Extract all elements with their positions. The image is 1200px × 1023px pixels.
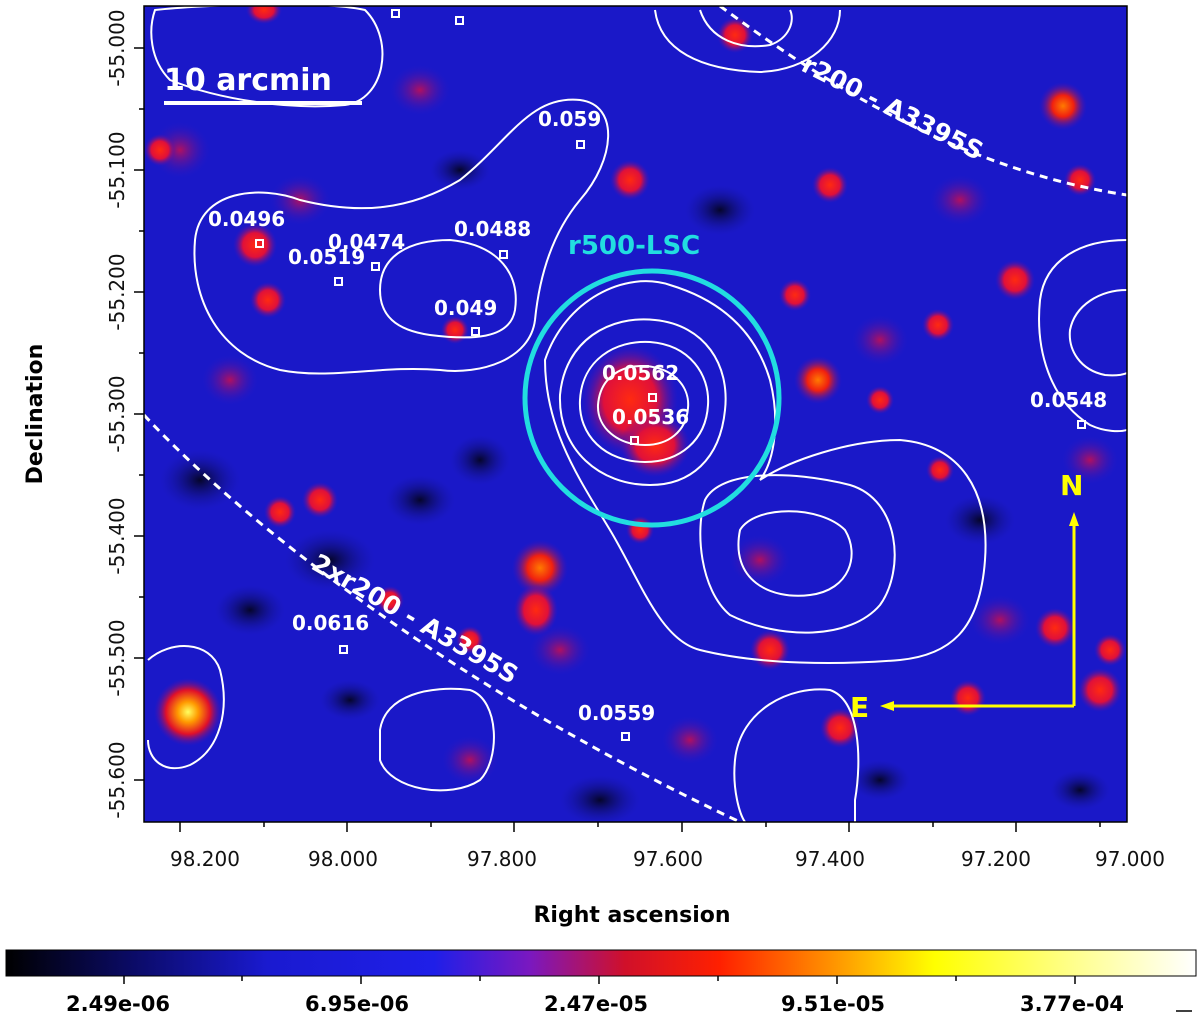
x-tick-label: 97.800 [467, 847, 537, 871]
x-tick-label: 97.200 [961, 847, 1031, 871]
r200x2-arc [144, 413, 741, 822]
x-tick-label: 97.000 [1095, 847, 1165, 871]
redshift-label: 0.0474 [328, 230, 405, 254]
redshift-label: 0.0559 [578, 701, 655, 725]
x-tick-label: 98.200 [170, 847, 240, 871]
east-label: E [850, 691, 869, 724]
x-tick-label: 97.600 [633, 847, 703, 871]
x-axis-title: Right ascension [533, 903, 730, 928]
redshift-label: 0.0488 [454, 217, 531, 241]
redshift-label: 0.0519 [288, 245, 365, 269]
redshift-label: 0.0562 [602, 361, 679, 385]
scale-bar-label: 10 arcmin [164, 63, 332, 98]
compass [880, 512, 1079, 711]
x-tick-label: 98.000 [308, 847, 378, 871]
redshift-label: 0.049 [434, 296, 497, 320]
r200-arc [719, 6, 1127, 197]
redshift-labels: 0.059 0.0496 0.0474 0.0488 0.0519 0.049 … [208, 107, 1107, 725]
sky-image: 0.059 0.0496 0.0474 0.0488 0.0519 0.049 … [144, 6, 1127, 822]
redshift-label: 0.0548 [1030, 388, 1107, 412]
colorbar-label: 6.95e-06 [305, 992, 409, 1016]
y-tick-label: -55.400 [105, 497, 129, 574]
north-label: N [1060, 469, 1083, 502]
r500-circle [522, 268, 782, 528]
y-tick-label: -55.600 [105, 741, 129, 818]
colorbar-label: 2.49e-06 [66, 992, 170, 1016]
y-tick-label: -55.500 [105, 619, 129, 696]
redshift-label: 0.0496 [208, 207, 285, 231]
x-tick-labels: 98.200 98.000 97.800 97.600 97.400 97.20… [170, 847, 1165, 871]
noise-purple [150, 65, 1118, 784]
y-tick-label: -55.200 [105, 253, 129, 330]
galaxy-markers [255, 9, 1086, 741]
x-tick-label: 97.400 [795, 847, 865, 871]
x-ticks [179, 822, 1101, 832]
colorbar-label: 3.77e-04 [1020, 992, 1124, 1016]
colorbar: 2.49e-06 6.95e-06 2.47e-05 9.51e-05 3.77… [5, 949, 1197, 1016]
y-tick-label: -55.300 [105, 375, 129, 452]
y-tick-labels: -55.000 -55.100 -55.200 -55.300 -55.400 … [105, 9, 129, 818]
noise-dark [160, 150, 1110, 822]
y-tick-label: -55.100 [105, 131, 129, 208]
r500-label: r500-LSC [568, 231, 700, 261]
contours [147, 6, 1127, 822]
colorbar-label: 9.51e-05 [781, 992, 885, 1016]
colorbar-label: 2.47e-05 [544, 992, 648, 1016]
y-tick-label: -55.000 [105, 9, 129, 86]
y-ticks [134, 47, 144, 781]
y-axis-title: Declination [23, 344, 48, 485]
redshift-label: 0.059 [538, 107, 601, 131]
redshift-label: 0.0536 [612, 405, 689, 429]
redshift-label: 0.0616 [292, 611, 369, 635]
